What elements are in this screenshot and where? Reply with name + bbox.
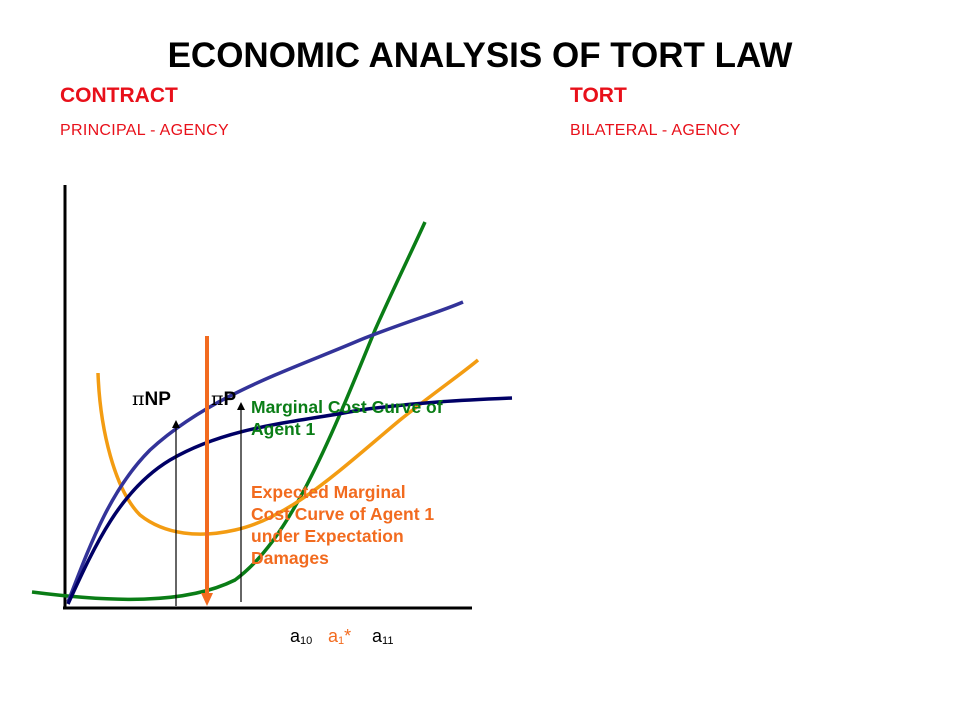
a1star-star: *: [344, 626, 352, 646]
pi-symbol-p: π: [211, 388, 224, 410]
contract-heading: CONTRACT: [60, 84, 178, 107]
a11-label: a11: [372, 626, 393, 647]
principal-agency-subheading: PRINCIPAL - AGENCY: [60, 122, 229, 139]
a1-star-label: a1*: [328, 626, 351, 647]
a11-sub: 11: [382, 635, 394, 647]
marginal-cost-annotation: Marginal Cost Curve of Agent 1: [251, 396, 443, 440]
a10-sub: 10: [300, 635, 313, 647]
expected-marginal-cost-annotation: Expected Marginal Cost Curve of Agent 1 …: [251, 481, 434, 569]
mc-annotation-line2: Agent 1: [251, 419, 316, 439]
a1star-sub: 1: [338, 635, 345, 647]
mc-annotation-line1: Marginal Cost Curve of: [251, 397, 443, 417]
tort-heading: TORT: [570, 84, 627, 107]
a1star-base: a: [328, 626, 339, 646]
a10-base: a: [290, 626, 301, 646]
p-text: P: [223, 389, 237, 410]
benefit-curve-lower: [66, 396, 513, 605]
a10-label: a10: [290, 626, 312, 647]
pi-symbol-np: π: [132, 388, 145, 410]
emc-annotation-line4: Damages: [251, 548, 329, 568]
np-text: NP: [144, 389, 171, 410]
expected-marginal-cost-curve: [96, 358, 480, 536]
emc-annotation-line1: Expected Marginal: [251, 482, 406, 502]
benefit-curve-upper: [66, 300, 464, 603]
pi-np-label: πNP: [132, 388, 171, 411]
marginal-cost-curve: [31, 221, 427, 602]
page-title: ECONOMIC ANALYSIS OF TORT LAW: [167, 36, 793, 75]
pi-p-label: πP: [211, 388, 236, 411]
emc-annotation-line2: Cost Curve of Agent 1: [251, 504, 435, 524]
a11-base: a: [372, 626, 383, 646]
bilateral-agency-subheading: BILATERAL - AGENCY: [570, 122, 741, 139]
emc-annotation-line3: under Expectation: [251, 526, 404, 546]
